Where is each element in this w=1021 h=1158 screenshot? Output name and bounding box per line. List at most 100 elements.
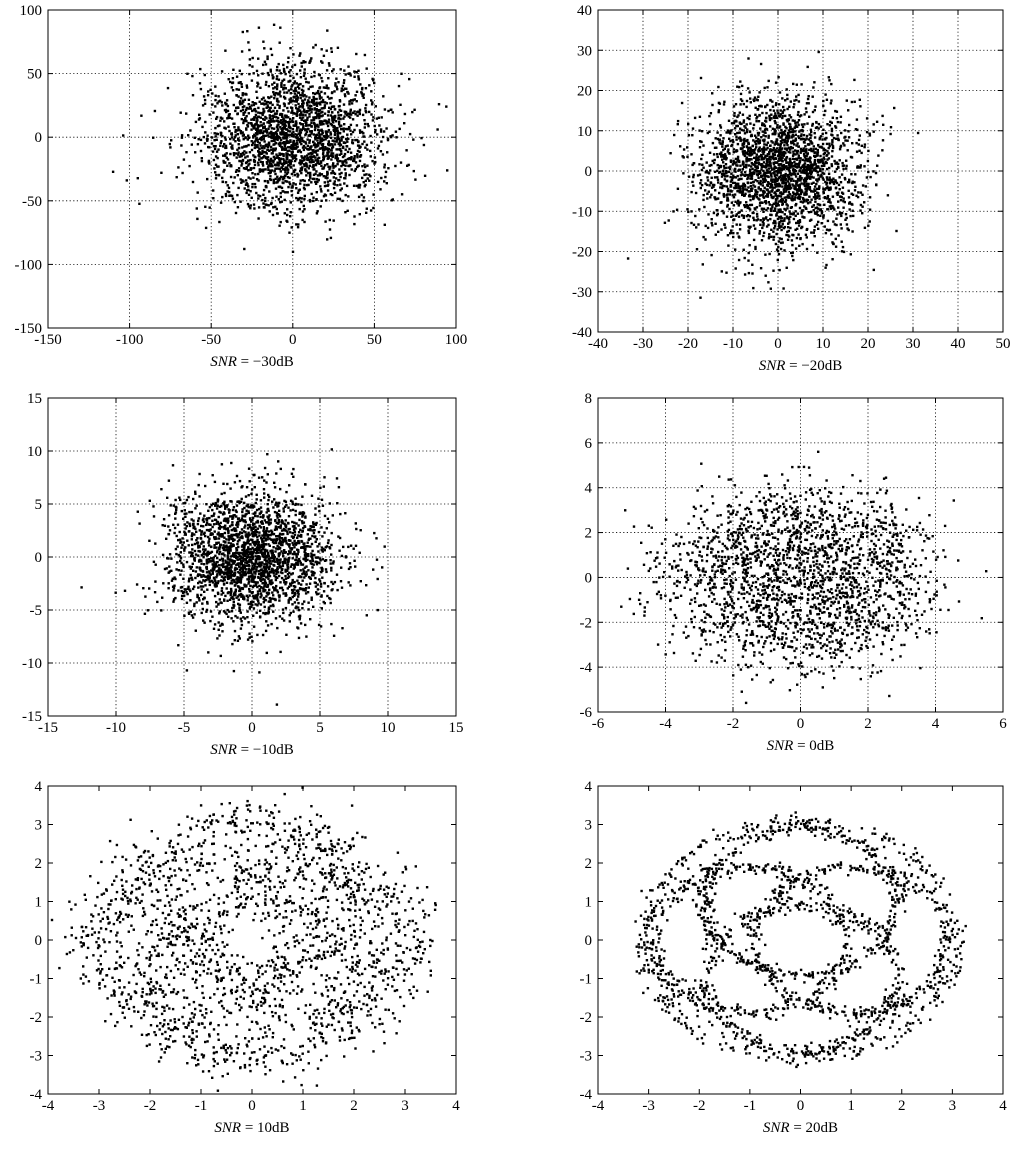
data-point	[344, 127, 347, 131]
data-point	[399, 103, 402, 106]
data-point	[310, 121, 313, 125]
data-point	[288, 98, 291, 101]
data-point	[197, 118, 201, 121]
data-point	[750, 173, 754, 176]
data-point	[292, 76, 295, 79]
data-point	[295, 223, 298, 226]
data-point	[282, 141, 286, 144]
data-point	[794, 228, 797, 231]
data-point	[374, 128, 377, 132]
data-point	[221, 104, 224, 107]
data-point	[802, 163, 806, 166]
data-point	[249, 122, 253, 125]
data-point	[323, 104, 327, 107]
data-point	[819, 214, 822, 217]
data-point	[191, 94, 195, 97]
data-point	[786, 120, 789, 123]
data-point	[360, 130, 364, 134]
data-point	[239, 103, 242, 106]
data-point	[315, 191, 318, 194]
data-point	[773, 175, 777, 178]
data-point	[224, 153, 227, 156]
data-point	[716, 178, 720, 181]
data-point	[263, 60, 267, 63]
data-point	[808, 156, 812, 159]
data-point	[331, 164, 334, 167]
data-point	[757, 150, 760, 153]
data-point	[805, 102, 809, 105]
data-point	[289, 211, 292, 214]
data-point	[763, 177, 767, 180]
data-point	[123, 589, 127, 592]
data-point	[312, 133, 316, 136]
data-point	[310, 111, 313, 114]
data-point	[282, 510, 285, 513]
data-point	[348, 173, 351, 177]
data-point	[807, 102, 810, 105]
data-point	[745, 214, 749, 218]
data-point	[364, 165, 367, 169]
data-point	[785, 141, 788, 145]
data-point	[724, 226, 727, 229]
data-point	[801, 165, 804, 169]
data-point	[168, 142, 171, 146]
data-point	[702, 235, 705, 239]
data-point	[811, 163, 814, 166]
data-point	[745, 166, 748, 169]
data-point	[383, 108, 387, 111]
data-point	[825, 228, 829, 231]
data-point	[852, 214, 855, 218]
data-point	[317, 497, 320, 500]
data-point	[286, 191, 289, 194]
data-point	[219, 201, 223, 204]
data-point	[731, 163, 735, 166]
x-tick-label: 0	[289, 332, 297, 348]
data-point	[384, 175, 387, 179]
data-point	[336, 138, 339, 141]
data-point	[781, 211, 784, 214]
data-point	[691, 180, 694, 184]
data-point	[330, 158, 333, 161]
data-point	[336, 197, 339, 200]
data-point	[329, 114, 333, 117]
data-point	[816, 187, 819, 191]
data-point	[340, 87, 343, 90]
data-point	[278, 537, 281, 541]
data-point	[729, 132, 732, 135]
data-point	[321, 137, 324, 141]
data-point	[283, 119, 286, 122]
data-point	[848, 123, 851, 127]
data-point	[308, 139, 311, 142]
data-point	[256, 130, 259, 134]
data-point	[229, 142, 232, 145]
data-point	[736, 190, 739, 193]
data-point	[320, 164, 323, 167]
data-point	[722, 137, 725, 140]
data-point	[794, 149, 797, 152]
data-point	[271, 83, 274, 86]
data-point	[672, 210, 675, 213]
data-point	[717, 85, 720, 89]
data-point	[310, 75, 313, 79]
data-point	[282, 136, 285, 139]
data-point	[788, 184, 791, 187]
data-point	[860, 144, 863, 147]
data-point	[230, 117, 234, 120]
data-point	[223, 92, 226, 95]
data-point	[324, 86, 327, 89]
data-point	[258, 100, 261, 103]
data-point	[705, 161, 708, 164]
data-point	[254, 173, 257, 176]
data-point	[777, 159, 780, 162]
data-point	[351, 130, 355, 134]
data-point	[797, 100, 801, 103]
data-point	[247, 112, 250, 115]
data-point	[810, 171, 813, 174]
data-point	[298, 134, 302, 137]
data-point	[772, 238, 775, 241]
data-point	[781, 168, 785, 171]
data-point	[734, 214, 738, 217]
data-point	[811, 95, 814, 98]
data-point	[784, 114, 787, 118]
data-point	[292, 117, 295, 120]
